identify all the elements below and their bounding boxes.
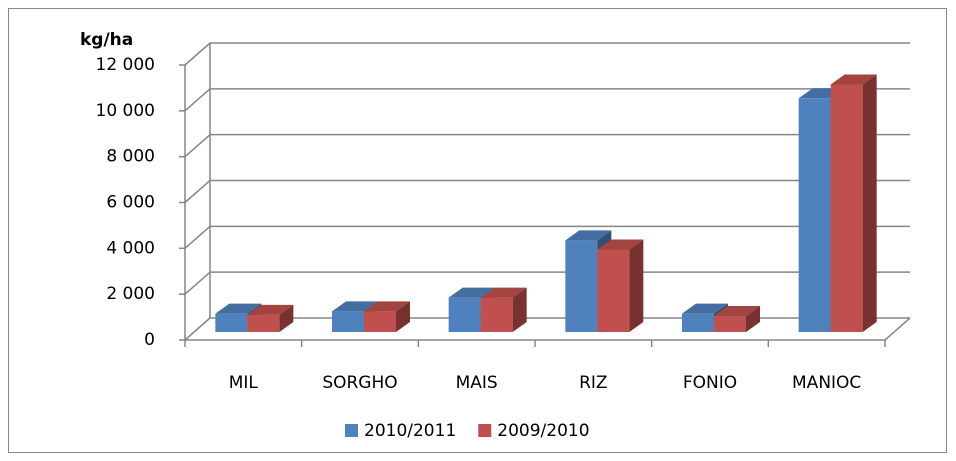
floor-right-edge [884, 317, 911, 341]
x-tick-label: RIZ [579, 373, 607, 393]
y-tick-label: 6 000 [106, 193, 155, 213]
grid-line-side [184, 317, 211, 341]
y-tick-label: 4 000 [106, 238, 155, 258]
legend-swatch [345, 424, 358, 437]
bar-top [714, 305, 760, 316]
bar-front [332, 311, 364, 332]
bar-top [448, 287, 495, 298]
y-tick-label: 8 000 [106, 147, 155, 167]
x-tick-label: MAIS [456, 373, 498, 393]
y-axis-title: kg/ha [80, 30, 133, 50]
y-tick-label: 2 000 [106, 284, 155, 304]
bar-side [512, 287, 527, 332]
bar-front [448, 297, 481, 332]
bar [830, 74, 877, 332]
bar-top [682, 303, 728, 314]
bar-top [215, 303, 262, 314]
x-tick-label: FONIO [683, 373, 737, 393]
bar-front [364, 311, 396, 332]
y-tick-label: 0 [144, 330, 155, 350]
bar-front [597, 249, 630, 332]
bar-side [396, 301, 410, 332]
y-tick-label: 10 000 [96, 101, 155, 121]
grid-line-side [184, 134, 211, 158]
bar [247, 304, 294, 332]
bar-top [480, 287, 527, 298]
x-tick-label: MANIOC [792, 373, 861, 393]
x-tick-label: MIL [229, 373, 259, 393]
grid-line-side [184, 225, 211, 249]
bar-side [746, 305, 760, 332]
bar-front [247, 314, 280, 332]
bar [714, 305, 760, 332]
bar-top [597, 239, 644, 250]
bar [215, 303, 262, 332]
bar [480, 287, 527, 332]
legend-label: 2010/2011 [364, 421, 456, 441]
bar [597, 239, 644, 332]
bar-top [364, 301, 410, 312]
grid-line-side [184, 42, 211, 66]
bar-front [830, 84, 863, 332]
chart-border [8, 8, 947, 453]
legend-swatch [478, 424, 492, 437]
y-tick-label: 12 000 [96, 55, 155, 75]
bar-side [629, 239, 644, 332]
bar-top [247, 304, 294, 315]
bar-front [215, 313, 248, 332]
bar-top [332, 301, 378, 312]
bar-side [279, 304, 294, 332]
bar-side [862, 74, 877, 332]
bar-top [565, 230, 612, 241]
grid-line-side [184, 179, 211, 204]
legend-label: 2009/2010 [497, 421, 589, 441]
grid-line-side [184, 88, 211, 112]
bar-front [682, 313, 714, 332]
x-tick-label: SORGHO [322, 373, 397, 393]
bar-front [798, 98, 831, 332]
bar-top [830, 74, 877, 85]
bar-front [565, 240, 598, 332]
grid-line-side [184, 271, 211, 295]
bar-front [480, 297, 513, 332]
bar [364, 301, 410, 332]
bar-front [714, 315, 746, 332]
